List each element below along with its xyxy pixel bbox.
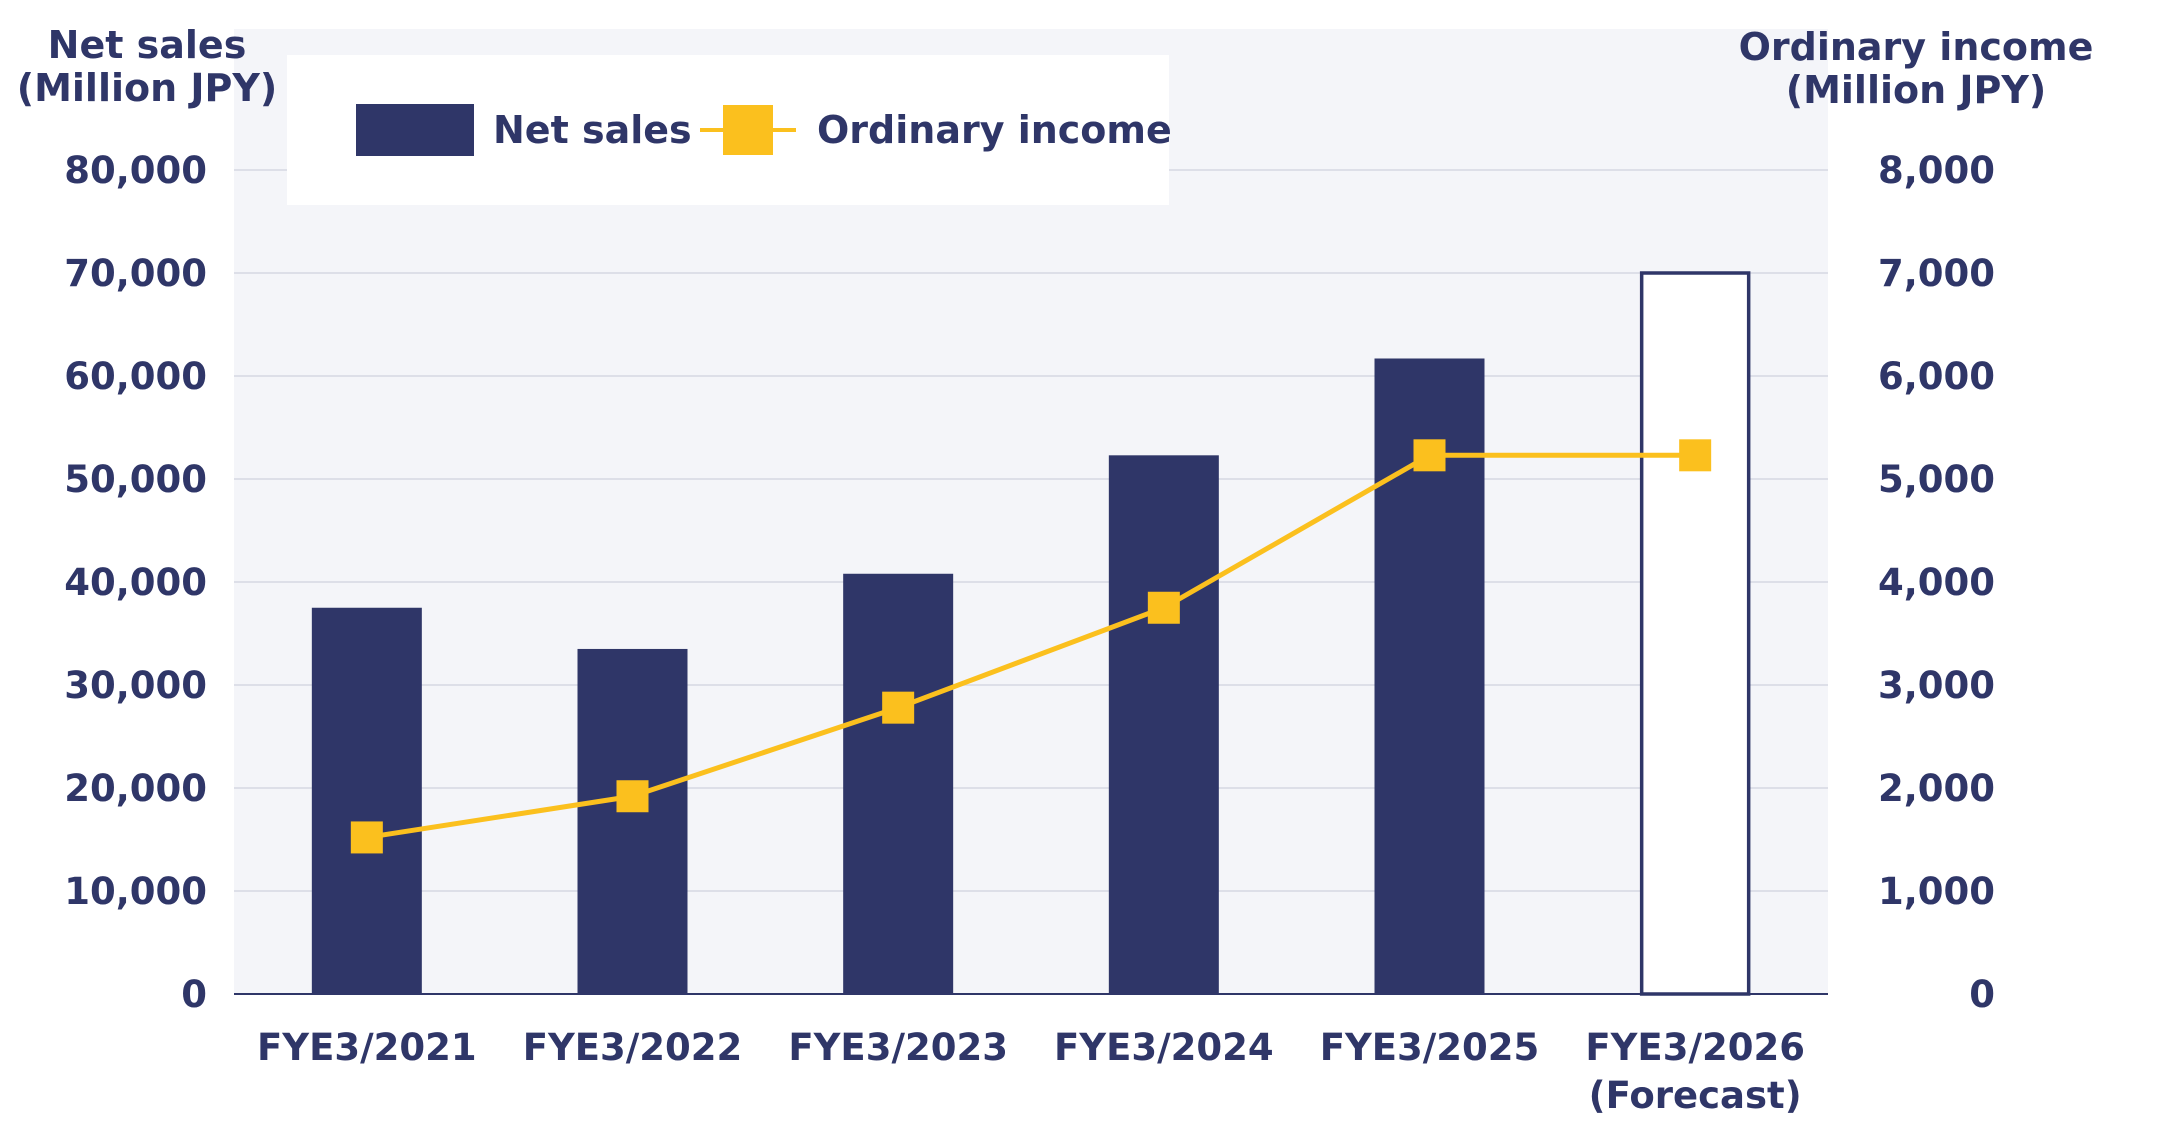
bar-net-sales [843, 573, 954, 994]
axes: 0 10,000 20,000 30,000 40,000 50,000 60,000 70,… [64, 149, 1995, 1117]
left-axis-title-line1: Net sales [48, 23, 247, 67]
right-tick-label: 8,000 [1878, 149, 1995, 192]
legend-label-ordinary-income: Ordinary income [817, 108, 1172, 152]
right-tick-label: 2,000 [1878, 767, 1995, 810]
ordinary-income-marker [616, 780, 649, 813]
legend-swatch-marker [723, 105, 773, 155]
legend-swatch-net-sales [356, 104, 474, 156]
right-tick-label: 7,000 [1878, 252, 1995, 295]
ordinary-income-marker [1679, 439, 1712, 472]
left-tick-label: 10,000 [64, 870, 207, 913]
right-axis-title-line2: (Million JPY) [1786, 68, 2047, 112]
left-tick-label: 70,000 [64, 252, 207, 295]
legend-label-net-sales: Net sales [493, 108, 692, 152]
right-tick-label: 3,000 [1878, 664, 1995, 707]
left-tick-label: 80,000 [64, 149, 207, 192]
right-tick-label: 6,000 [1878, 355, 1995, 398]
ordinary-income-marker [1147, 591, 1180, 624]
ordinary-income-polyline [366, 452, 1696, 840]
left-tick-label: 20,000 [64, 767, 207, 810]
left-tick-label: 50,000 [64, 458, 207, 501]
category-label: FYE3/2024 [1054, 1026, 1274, 1069]
category-label: FYE3/2021 [257, 1026, 477, 1069]
bars [311, 271, 1751, 996]
left-tick-label: 40,000 [64, 561, 207, 604]
ordinary-income-marker [882, 691, 915, 724]
ordinary-income-marker [350, 821, 383, 854]
bar-net-sales [311, 607, 422, 994]
legend: Net sales Ordinary income [287, 55, 1172, 205]
right-axis-title-line1: Ordinary income [1739, 25, 2094, 69]
category-label: FYE3/2025 [1320, 1026, 1540, 1069]
right-tick-label: 0 [1969, 973, 1995, 1016]
left-tick-label: 30,000 [64, 664, 207, 707]
right-tick-label: 1,000 [1878, 870, 1995, 913]
ordinary-income-line [350, 439, 1712, 854]
right-tick-label: 4,000 [1878, 561, 1995, 604]
left-tick-label: 0 [181, 973, 207, 1016]
category-label: FYE3/2026 [1585, 1026, 1805, 1069]
bar-net-sales-forecast [1639, 271, 1751, 996]
category-label: FYE3/2023 [788, 1026, 1008, 1069]
category-label: FYE3/2022 [523, 1026, 743, 1069]
left-axis-title-line2: (Million JPY) [17, 66, 278, 110]
category-label: (Forecast) [1589, 1074, 1802, 1117]
bar-net-sales [577, 648, 688, 994]
right-tick-label: 5,000 [1878, 458, 1995, 501]
ordinary-income-marker [1413, 439, 1446, 472]
left-tick-label: 60,000 [64, 355, 207, 398]
bar-net-sales [1108, 455, 1219, 994]
